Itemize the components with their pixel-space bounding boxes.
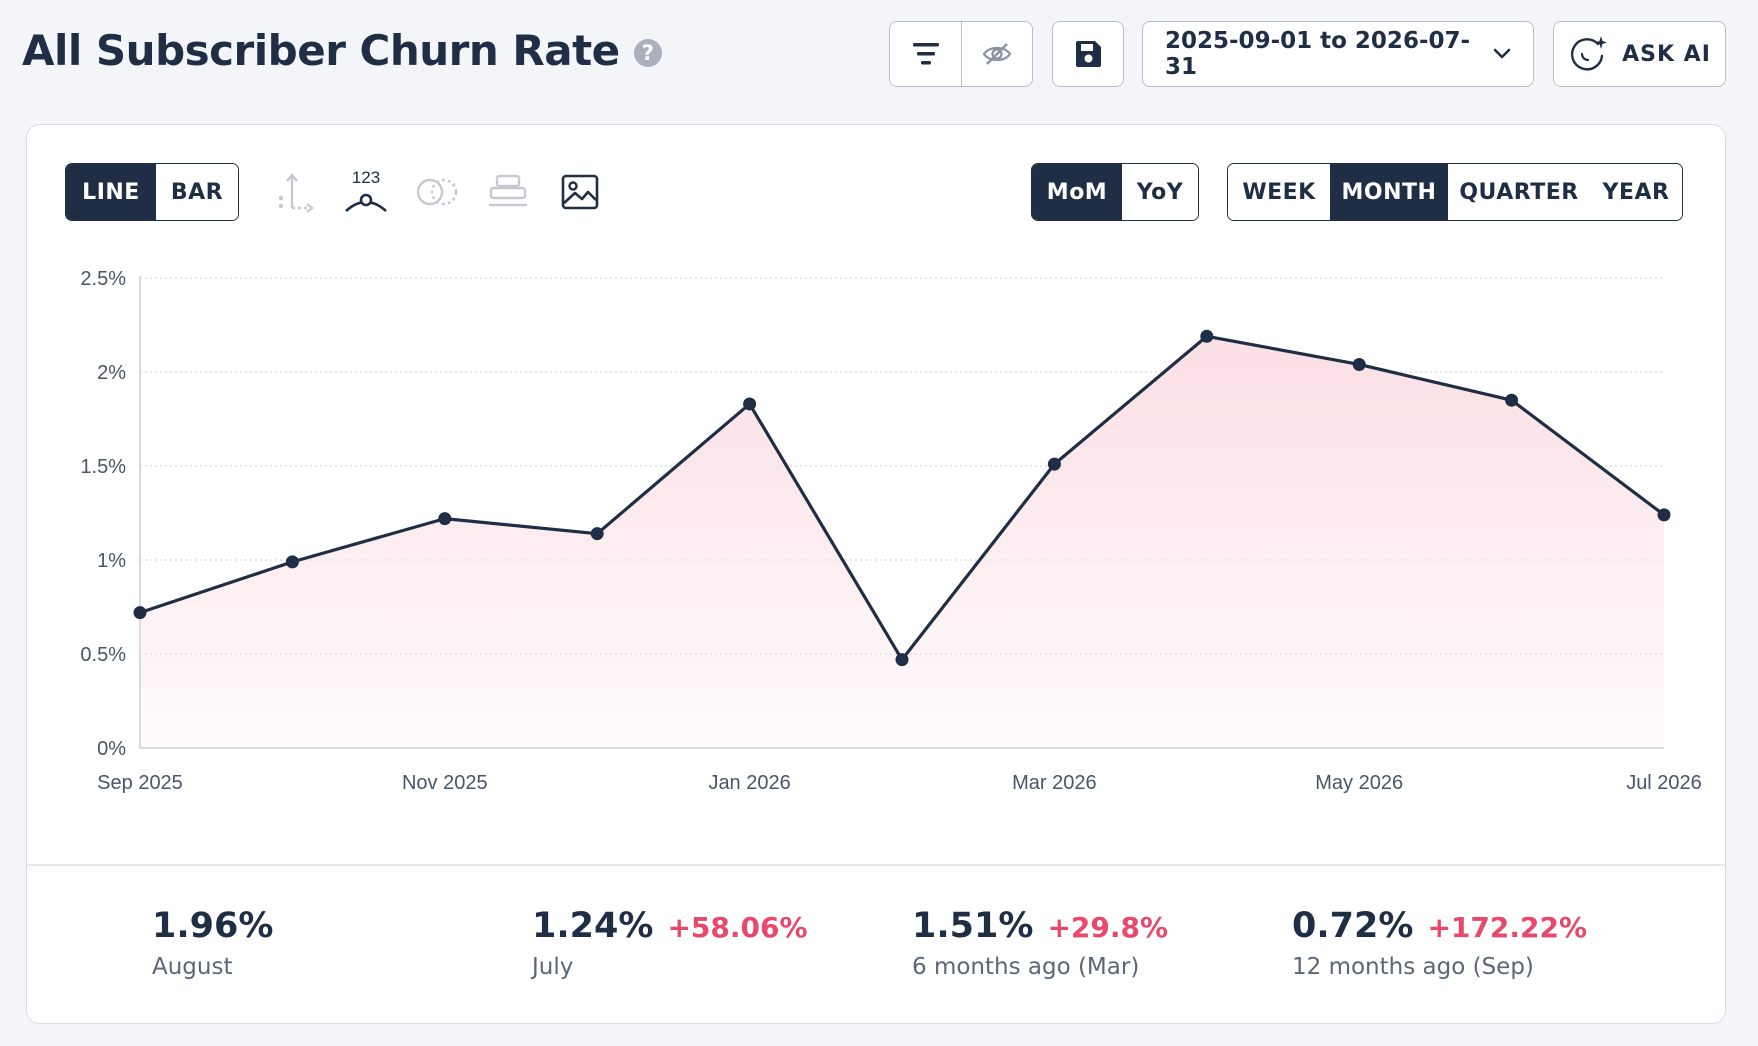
data-point: [1200, 329, 1214, 343]
eye-off-icon: [982, 43, 1012, 65]
save-icon: [1076, 41, 1101, 67]
filter-icon: [912, 43, 939, 65]
data-point: [743, 397, 757, 411]
x-tick-label: Nov 2025: [402, 772, 488, 794]
stack-button[interactable]: [484, 168, 532, 216]
mom-option[interactable]: MoM: [1032, 164, 1122, 220]
x-tick-label: Sep 2025: [97, 772, 183, 794]
stat-12-months-ago: 0.72% +172.22% 12 months ago (Sep): [1292, 906, 1587, 980]
data-point: [285, 555, 299, 569]
data-labels-icon: 123: [345, 168, 387, 212]
y-tick-label: 0%: [97, 738, 126, 760]
stat-label: July: [532, 954, 574, 980]
y-tick-label: 2%: [97, 362, 126, 384]
data-point: [1505, 393, 1519, 407]
yoy-option[interactable]: YoY: [1122, 164, 1198, 220]
image-icon: [561, 174, 599, 210]
period-toggle: WEEK MONTH QUARTER YEAR: [1227, 163, 1683, 221]
ask-ai-button[interactable]: ASK AI: [1553, 21, 1726, 87]
stat-change: +29.8%: [1047, 911, 1169, 944]
overlap-circles-icon: [416, 178, 458, 206]
chart-type-toggle: LINE BAR: [65, 163, 239, 221]
axis-icon: [278, 173, 314, 213]
y-tick-label: 1.5%: [80, 456, 126, 478]
week-option[interactable]: WEEK: [1228, 164, 1330, 220]
chevron-down-icon: [1493, 48, 1511, 59]
hide-button[interactable]: [961, 22, 1032, 86]
stat-label: August: [152, 954, 233, 980]
date-range-value: 2025-09-01 to 2026-07-31: [1165, 28, 1471, 80]
stat-current: 1.96% August: [152, 906, 287, 980]
compare-button[interactable]: [414, 168, 462, 216]
stat-value: 0.72%: [1292, 906, 1414, 946]
compare-toggle: MoM YoY: [1031, 163, 1199, 221]
export-image-button[interactable]: [556, 168, 604, 216]
series-area: [140, 336, 1664, 748]
line-option[interactable]: LINE: [66, 164, 156, 220]
page-title-text: All Subscriber Churn Rate: [22, 26, 620, 75]
stack-icon: [489, 174, 527, 207]
date-range-select[interactable]: 2025-09-01 to 2026-07-31: [1142, 21, 1534, 87]
page-title: All Subscriber Churn Rate ?: [22, 26, 662, 75]
filter-visibility-group: [889, 21, 1033, 87]
x-tick-label: Jan 2026: [708, 772, 790, 794]
save-button[interactable]: [1053, 22, 1123, 86]
stat-label: 12 months ago (Sep): [1292, 954, 1534, 980]
ai-sparkle-icon: [1571, 36, 1608, 71]
y-tick-label: 0.5%: [80, 644, 126, 666]
churn-rate-chart: 0% 0.5% 1% 1.5% 2% 2.5% Sep 2025 Nov 2025 Jan 20…: [80, 268, 1702, 794]
y-tick-label: 2.5%: [80, 268, 126, 290]
show-values-button[interactable]: 123: [342, 163, 390, 219]
stat-label: 6 months ago (Mar): [912, 954, 1140, 980]
stat-change: +58.06%: [667, 911, 808, 944]
stat-previous: 1.24% +58.06% July: [532, 906, 808, 980]
x-tick-label: Jul 2026: [1626, 772, 1702, 794]
ask-ai-label: ASK AI: [1622, 41, 1711, 67]
data-point: [1047, 457, 1061, 471]
quarter-option[interactable]: QUARTER: [1448, 164, 1590, 220]
x-tick-label: May 2026: [1315, 772, 1403, 794]
data-point: [590, 527, 604, 541]
axis-toggle-button[interactable]: [271, 168, 319, 216]
bar-option[interactable]: BAR: [156, 164, 238, 220]
values-icon-text: 123: [352, 168, 380, 187]
filter-button[interactable]: [890, 22, 961, 86]
stat-change: +172.22%: [1427, 911, 1588, 944]
y-tick-label: 1%: [97, 550, 126, 572]
data-point: [1657, 508, 1671, 522]
card-divider: [26, 864, 1726, 866]
data-point: [133, 606, 147, 620]
help-icon[interactable]: ?: [633, 38, 662, 67]
stat-value: 1.51%: [912, 906, 1034, 946]
stat-value: 1.24%: [532, 906, 654, 946]
stat-6-months-ago: 1.51% +29.8% 6 months ago (Mar): [912, 906, 1168, 980]
data-point: [1352, 357, 1366, 371]
data-point: [438, 512, 452, 526]
save-group: [1052, 21, 1124, 87]
data-point: [895, 653, 909, 667]
month-option[interactable]: MONTH: [1330, 164, 1448, 220]
x-tick-label: Mar 2026: [1012, 772, 1097, 794]
year-option[interactable]: YEAR: [1590, 164, 1682, 220]
stat-value: 1.96%: [152, 906, 274, 946]
